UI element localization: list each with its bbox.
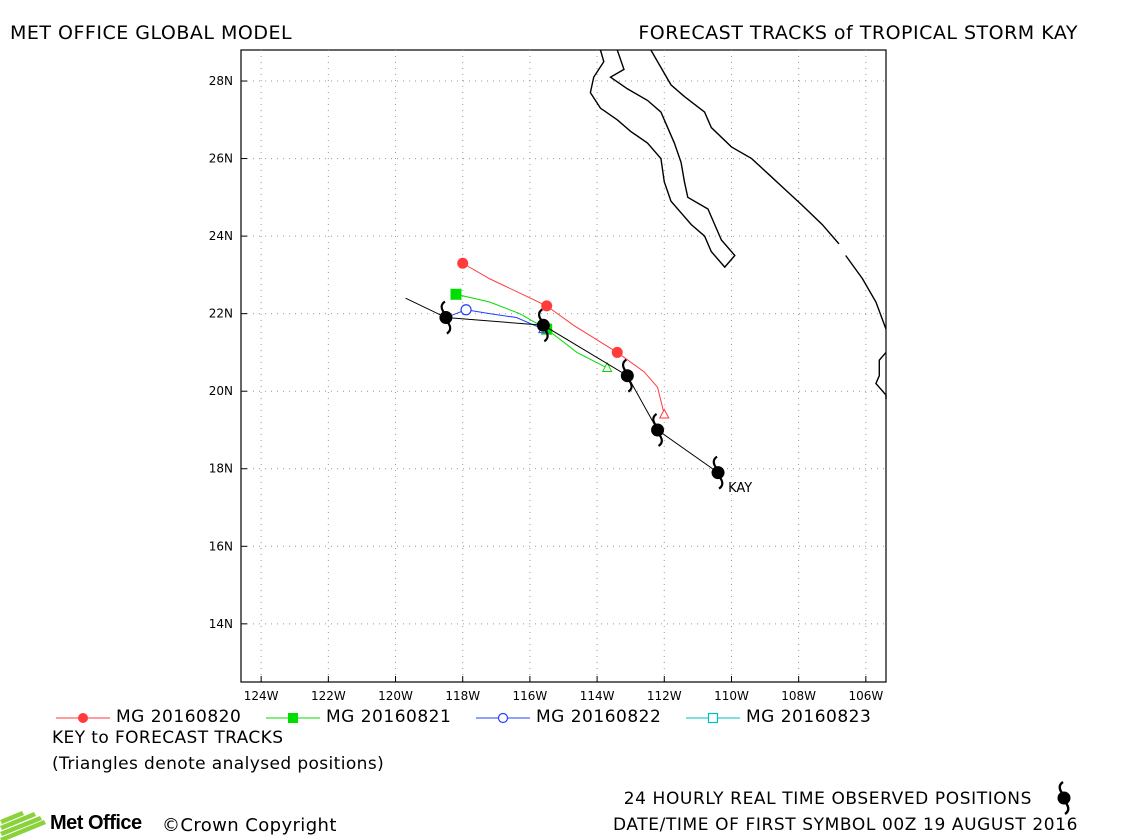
lon-tick-label: 120W [378, 689, 413, 700]
coastline [875, 351, 887, 399]
header-model-title: MET OFFICE GLOBAL MODEL [10, 22, 293, 44]
storm-symbol-arm [446, 321, 452, 335]
lon-tick-label: 124W [244, 689, 279, 700]
met-office-logo-text: Met Office [50, 812, 142, 834]
legend-swatch [686, 712, 740, 724]
forecast-track-line [445, 309, 544, 330]
forecast-track-line [455, 293, 608, 369]
observed-storm-symbol [536, 308, 550, 343]
lat-tick-label: 22N [209, 307, 233, 321]
coastline [650, 49, 840, 245]
forecast-marker [288, 713, 298, 723]
lat-tick-label: 24N [209, 229, 233, 243]
observed-storm-symbol [620, 358, 634, 393]
lon-tick-label: 108W [781, 689, 816, 700]
forecast-marker [457, 257, 469, 269]
storm-symbol-core [651, 423, 665, 437]
lat-tick-label: 26N [209, 152, 233, 166]
forecast-marker [450, 288, 462, 300]
coastline [845, 255, 887, 330]
storm-symbol-arm [537, 308, 544, 321]
storm-symbol-arm [627, 380, 633, 393]
forecast-marker [707, 712, 719, 724]
first-symbol-datetime: DATE/TIME OF FIRST SYMBOL 00Z 19 AUGUST … [612, 815, 1078, 835]
map-frame [240, 49, 887, 683]
storm-symbol-arm [712, 455, 718, 469]
lat-tick-label: 16N [209, 539, 233, 553]
legend-label: MG 20160821 [326, 707, 452, 727]
key-subtitle: (Triangles denote analysed positions) [52, 754, 385, 774]
storm-symbol-arm [657, 434, 663, 447]
legend-label: MG 20160823 [746, 707, 872, 727]
observed-track-line [405, 297, 719, 474]
crown-copyright: ©Crown Copyright [162, 815, 337, 836]
storm-symbol-arm [718, 476, 724, 490]
forecast-map: KAY 124W 122W 120W 118W 116W 114W 112W 110W 108W… [209, 49, 887, 700]
legend-swatch [476, 712, 530, 724]
storm-symbol-core [620, 369, 634, 383]
storm-symbol-arm [543, 329, 549, 343]
lat-tick-label: 28N [209, 74, 233, 88]
lon-tick-label: 112W [647, 689, 682, 700]
storm-name-label: KAY [728, 481, 752, 496]
coastline-layer [589, 49, 887, 399]
lon-tick-label: 118W [445, 689, 480, 700]
lat-tick-label: 20N [209, 384, 233, 398]
met-office-logo-icon [0, 811, 46, 840]
track-layer: KAY [405, 257, 752, 496]
forecast-marker [611, 346, 623, 358]
map-grid [241, 50, 886, 682]
key-title: KEY to FORECAST TRACKS [52, 728, 284, 748]
storm-symbol-core [439, 311, 453, 325]
lat-tick-label: 18N [209, 462, 233, 476]
forecast-track-line [462, 262, 665, 415]
coastline [589, 49, 736, 269]
lon-tick-label: 114W [580, 689, 615, 700]
header-forecast-title: FORECAST TRACKS of TROPICAL STORM KAY [638, 22, 1078, 44]
forecast-marker [460, 304, 472, 316]
observed-storm-symbol [439, 300, 453, 335]
legend-swatch [56, 713, 110, 723]
storm-symbol-core [711, 466, 725, 480]
observed-positions-note: 24 HOURLY REAL TIME OBSERVED POSITIONS [623, 789, 1032, 809]
axis-labels: 124W 122W 120W 118W 116W 114W 112W 110W 108W 106W… [209, 74, 884, 700]
forecast-marker [497, 712, 509, 724]
storm-symbol-arm [652, 413, 658, 426]
storm-symbol-arm [440, 300, 446, 314]
legend-label: MG 20160822 [536, 707, 662, 727]
forecast-marker [541, 300, 553, 312]
legend-swatch [266, 713, 320, 723]
storm-symbol-core [536, 318, 550, 332]
analysed-position-triangle [658, 408, 670, 419]
observed-storm-symbol [651, 413, 665, 447]
storm-symbol-arm [621, 358, 627, 372]
lon-tick-label: 106W [848, 689, 883, 700]
forecast-marker [78, 713, 88, 723]
lon-tick-label: 116W [513, 689, 548, 700]
legend-label: MG 20160820 [116, 707, 242, 727]
analysed-position-triangle [601, 361, 613, 372]
lat-tick-label: 14N [209, 617, 233, 631]
lon-tick-label: 122W [311, 689, 346, 700]
hurricane-symbol-icon [1057, 781, 1071, 815]
lon-tick-label: 110W [714, 689, 749, 700]
observed-storm-symbol [711, 455, 725, 490]
